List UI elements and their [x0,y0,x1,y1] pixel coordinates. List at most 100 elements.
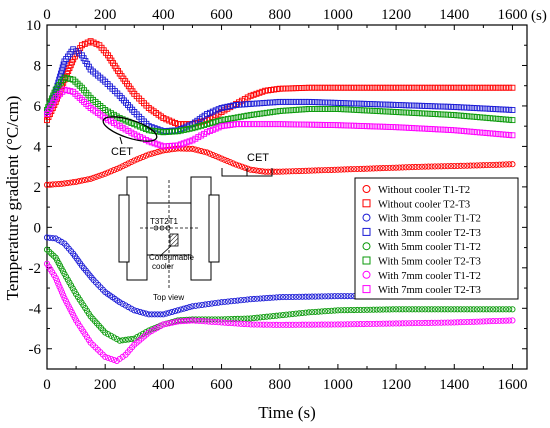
data-point [347,307,354,314]
data-point [125,160,132,167]
top-x-tick-label: 0 [43,7,51,23]
data-point [406,124,412,131]
data-point [192,302,199,309]
data-point [347,84,354,91]
data-point [480,105,487,112]
data-point [418,163,425,170]
data-point [438,126,445,133]
data-point [396,306,403,313]
data-point [218,117,225,124]
data-point [383,164,390,172]
inset-thermocouple-1 [153,225,159,231]
data-point [412,84,419,91]
data-point [396,124,403,131]
data-point [266,313,274,320]
data-point [357,100,364,107]
data-point [148,150,155,157]
data-point [509,84,516,91]
data-point [431,111,438,117]
data-point [273,321,280,328]
y-tick-label: 2 [34,180,42,196]
data-point [116,337,123,344]
data-point [405,320,413,327]
data-point [309,121,316,128]
data-point [75,178,83,185]
data-point [425,125,432,132]
data-point [105,331,112,338]
data-point [386,101,393,108]
data-point [305,309,312,316]
data-point [367,84,374,91]
data-point [457,104,464,111]
data-point [467,128,474,135]
data-point [250,295,257,303]
data-point [383,108,390,115]
data-point [267,109,273,116]
data-point [283,85,290,92]
data-point [470,113,477,120]
data-point [444,84,451,91]
data-point [448,111,454,118]
data-point [415,125,422,132]
data-point [312,106,319,112]
data-point [96,172,103,179]
data-point [448,127,454,134]
data-point [502,161,510,168]
data-point [360,107,367,114]
data-point [347,321,354,328]
data-point [283,294,290,301]
data-point [44,117,50,124]
data-point [370,165,377,172]
data-point [163,320,170,327]
data-point [105,354,112,361]
data-point [441,84,448,91]
data-point [202,318,209,325]
data-point [409,306,416,313]
data-point [302,321,309,328]
data-point [473,129,480,136]
data-point [357,165,364,172]
data-point [441,306,448,313]
data-point [431,163,438,170]
data-point [244,296,251,303]
data-point [265,168,272,175]
data-point [503,131,509,138]
data-point [253,167,260,174]
data-point [496,84,503,91]
data-point [276,121,283,128]
data-point [328,106,335,112]
data-point [418,102,425,109]
data-point [490,306,497,313]
data-point [415,102,422,109]
data-point [270,108,277,115]
data-point [344,122,351,129]
data-point [431,103,438,110]
data-point [273,108,280,115]
data-point [321,308,329,315]
data-point [102,329,109,336]
data-point [58,70,64,77]
data-point [334,99,341,106]
data-point [461,84,467,91]
data-point [305,121,312,128]
data-point [59,64,66,71]
data-point [189,317,196,324]
data-point [399,306,406,313]
legend-marker [362,185,371,193]
data-point [367,123,374,130]
data-point [296,85,303,92]
data-point [380,165,387,172]
data-point [273,294,280,301]
data-point [367,306,374,313]
data-point [431,84,438,91]
data-point [376,101,383,108]
data-point [315,106,322,112]
legend-marker [362,227,371,236]
data-point [402,306,409,313]
data-point [499,116,506,123]
data-point [230,160,237,167]
data-point [431,306,438,313]
data-point [444,111,451,118]
data-point [93,173,100,180]
data-point [493,115,500,122]
